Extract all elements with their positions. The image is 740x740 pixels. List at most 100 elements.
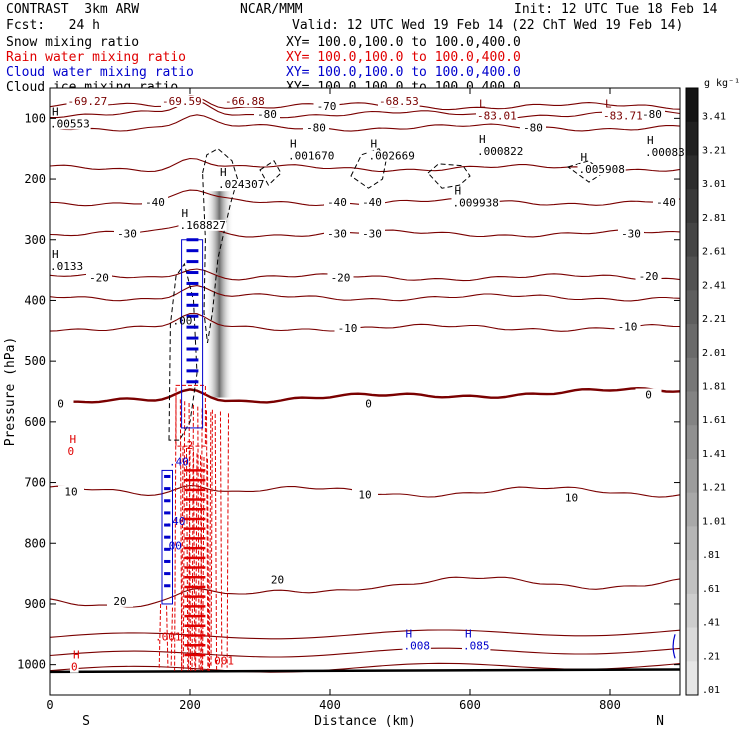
rain-contour xyxy=(170,607,173,668)
y-tick-label: 200 xyxy=(24,172,46,186)
extreme-label-bg xyxy=(70,661,79,673)
extreme-value: .0133 xyxy=(50,260,83,273)
colorbar-label: 1.21 xyxy=(702,483,726,494)
x-tick-label: 200 xyxy=(179,698,201,712)
colorbar-unit: g kg⁻¹ xyxy=(704,78,740,89)
colorbar-label: .01 xyxy=(702,685,720,696)
axes-border xyxy=(49,87,681,696)
x-axis-left-label: S xyxy=(82,714,90,729)
colorbar-swatch xyxy=(686,458,698,494)
snow-contour xyxy=(168,262,198,441)
colorbar-label: 3.41 xyxy=(702,112,726,123)
temperature-contour-label: 0 xyxy=(57,398,64,411)
cloud-water-label: .00 xyxy=(162,539,182,552)
temperature-contour-label: -40 xyxy=(327,196,347,209)
contour-label-bg xyxy=(359,196,385,209)
temperature-contour-label: -20 xyxy=(639,270,659,283)
x-tick-label: 400 xyxy=(319,698,341,712)
rain-contour xyxy=(181,446,184,671)
colorbar-swatch xyxy=(686,256,698,291)
plot-frame: 0 200 400 600 800100200300400500600700800900… xyxy=(3,87,681,729)
temperature-contour xyxy=(49,647,681,658)
contour-label-bg xyxy=(114,227,140,240)
rain-label: 2 xyxy=(187,439,194,452)
extreme-label-bg xyxy=(462,640,491,652)
plot-background xyxy=(50,88,680,695)
snow-label: .00 xyxy=(173,315,193,328)
y-tick-label: 300 xyxy=(24,233,46,247)
temperature-contour-label: -30 xyxy=(621,228,641,241)
extreme-label-bg xyxy=(49,118,91,130)
colorbar-swatch xyxy=(686,391,698,426)
temperature-contour xyxy=(49,386,681,407)
contour-label-bg xyxy=(47,397,74,410)
model-title: CONTRAST 3km ARW xyxy=(6,2,140,17)
colorbar-swatch xyxy=(686,155,698,190)
temperature-contour-label: -80 xyxy=(523,121,543,134)
rain-label: .001 xyxy=(155,630,182,643)
rain-contour xyxy=(219,411,223,668)
temperature-contour-label: -40 xyxy=(656,196,676,209)
colorbar-label: 2.81 xyxy=(702,213,726,224)
temperature-contour xyxy=(49,114,681,132)
rain-contour xyxy=(207,458,210,671)
extreme-value: .001670 xyxy=(288,150,334,163)
colorbar-label: .21 xyxy=(702,651,720,662)
extreme-label-bg xyxy=(217,179,266,191)
extreme-value: -69.59 xyxy=(162,95,202,108)
temperature-contour-label: -40 xyxy=(145,196,165,209)
contour-label-bg xyxy=(359,227,385,240)
extreme-marker: H xyxy=(371,138,378,151)
temperature-contour xyxy=(49,100,681,119)
y-tick-label: 100 xyxy=(24,111,46,125)
extreme-value: .168827 xyxy=(180,219,226,232)
cloud-water-contour xyxy=(181,239,204,429)
rain-contour xyxy=(179,399,183,671)
contour-label-bg xyxy=(614,320,641,333)
contour-label-bg xyxy=(653,196,679,209)
extreme-label-bg xyxy=(451,197,500,209)
rain-contour xyxy=(188,449,191,671)
extreme-marker: H xyxy=(479,133,486,146)
contour-label-bg xyxy=(107,594,133,607)
contour-label-bg xyxy=(635,270,662,283)
colorbar-swatch xyxy=(686,661,698,696)
colorbar-swatch xyxy=(686,88,698,123)
contour-label-bg xyxy=(324,227,350,240)
temperature-contour xyxy=(49,157,681,173)
temperature-contour xyxy=(49,312,681,332)
colorbar-swatch xyxy=(686,290,698,325)
extreme-value: .002669 xyxy=(369,150,415,163)
extreme-label-bg xyxy=(49,261,84,273)
temperature-contour-label: 10 xyxy=(64,486,77,499)
x-tick-label: 0 xyxy=(46,698,53,712)
extreme-marker: H xyxy=(52,105,59,118)
extreme-marker: L xyxy=(479,98,486,111)
valid-time: Valid: 12 UTC Wed 19 Feb 14 (22 ChT Wed … xyxy=(292,18,684,33)
contour-label-bg xyxy=(264,573,291,586)
contour-label-bg xyxy=(58,485,84,498)
colorbar-swatch xyxy=(686,324,698,359)
contour-label-bg xyxy=(313,100,340,113)
colorbar-swatch xyxy=(686,189,698,224)
field-xy-rain: XY= 100.0,100.0 to 100.0,400.0 xyxy=(286,50,521,65)
colorbar-label: 1.01 xyxy=(702,516,726,527)
colorbar-label: 2.01 xyxy=(702,348,726,359)
plot-area: -80 -80 -80 -80 -70 -40 -40 -40 -40 -30 -30 -30 -30 -… xyxy=(47,88,693,695)
rain-contour xyxy=(208,412,212,671)
temperature-contour-label: 10 xyxy=(565,492,578,505)
extreme-label-bg xyxy=(287,150,336,162)
rain-contour xyxy=(210,409,213,668)
colorbar-label: 3.01 xyxy=(702,179,726,190)
snow-contour xyxy=(202,148,239,343)
rain-label: .001 xyxy=(208,655,235,668)
colorbar-label: 1.61 xyxy=(702,415,726,426)
field-xy-cloud-water: XY= 100.0,100.0 to 100.0,400.0 xyxy=(286,65,521,80)
extreme-marker: H xyxy=(406,627,413,640)
colorbar-swatch xyxy=(686,357,698,392)
temperature-contour-label: -30 xyxy=(327,228,347,241)
extreme-value: -66.88 xyxy=(225,95,265,108)
extreme-value: .008 xyxy=(404,639,431,652)
snow-contour xyxy=(427,163,471,189)
temperature-contour-label: -30 xyxy=(362,228,382,241)
